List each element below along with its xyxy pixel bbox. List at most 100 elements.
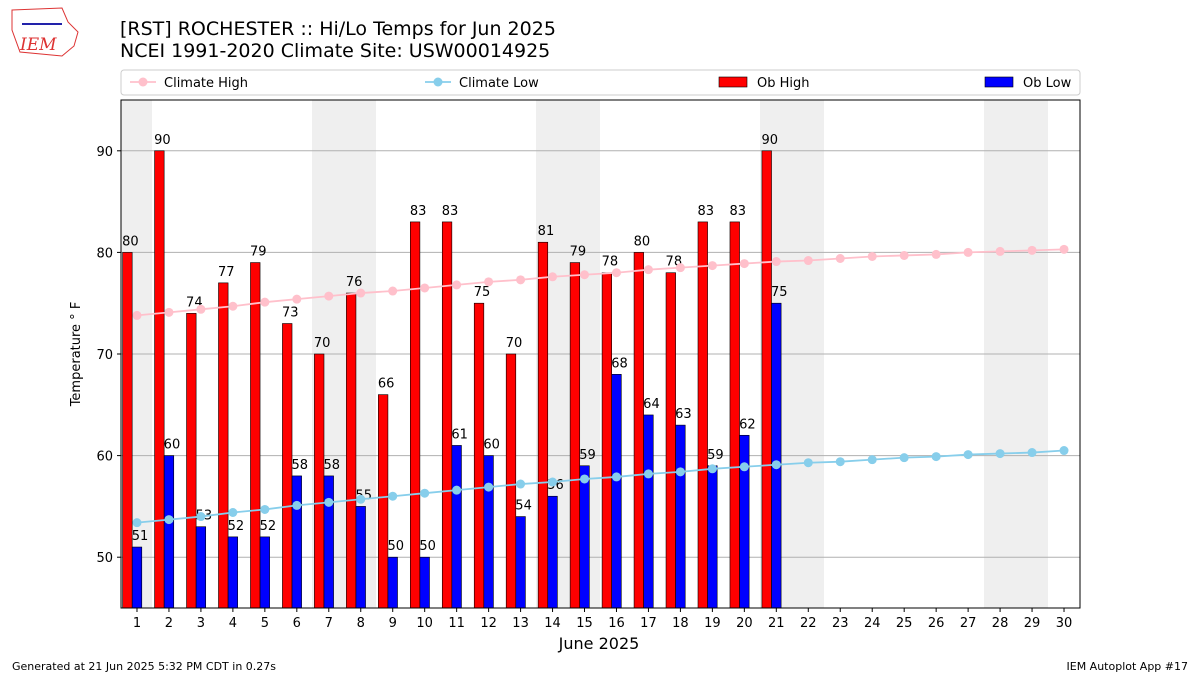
value-label: 70	[314, 336, 331, 351]
line-point	[739, 259, 749, 269]
value-label: 50	[387, 539, 404, 554]
chart-title: [RST] ROCHESTER :: Hi/Lo Temps for Jun 2…	[120, 18, 556, 40]
value-label: 54	[515, 499, 532, 514]
logo-text: IEM	[19, 35, 57, 55]
line-point	[931, 452, 941, 462]
x-tick-label: 21	[768, 616, 785, 631]
value-label: 63	[675, 407, 692, 422]
x-tick-label: 6	[293, 616, 301, 631]
line-point	[132, 310, 142, 320]
value-label: 78	[602, 255, 619, 270]
x-tick-label: 4	[229, 616, 237, 631]
x-tick-label: 14	[544, 616, 561, 631]
x-tick-label: 28	[992, 616, 1009, 631]
line-point	[164, 307, 174, 317]
bar	[195, 526, 207, 609]
line-point	[739, 462, 749, 472]
line-point	[611, 268, 621, 278]
line-point	[580, 474, 590, 484]
line-point	[835, 253, 845, 263]
bar	[729, 221, 740, 609]
legend-swatch	[433, 77, 443, 87]
legend-swatch	[984, 76, 1014, 88]
bar	[378, 394, 389, 609]
x-tick-label: 3	[197, 616, 205, 631]
bar	[697, 221, 708, 609]
x-tick-label: 25	[896, 616, 913, 631]
x-tick-label: 16	[608, 616, 625, 631]
bar	[291, 475, 302, 609]
line-point	[675, 467, 685, 477]
value-label: 75	[771, 285, 788, 300]
value-label: 62	[739, 417, 756, 432]
value-label: 83	[729, 204, 746, 219]
x-tick-label: 18	[672, 616, 689, 631]
line-point	[196, 512, 206, 522]
value-label: 79	[570, 245, 587, 260]
line-point	[899, 250, 909, 260]
bar	[387, 556, 398, 609]
bar	[675, 424, 686, 609]
line-point	[260, 504, 270, 514]
value-label: 76	[346, 275, 363, 290]
value-label: 70	[506, 336, 523, 351]
value-label: 60	[483, 438, 500, 453]
bar	[122, 252, 133, 609]
bar	[505, 353, 517, 609]
x-tick-label: 22	[800, 616, 817, 631]
line-point	[196, 304, 206, 314]
value-label: 73	[282, 306, 299, 321]
line-point	[228, 301, 238, 311]
line-point	[611, 472, 621, 482]
value-label: 83	[698, 204, 715, 219]
line-point	[1059, 446, 1069, 456]
value-label: 68	[611, 356, 628, 371]
line-point	[803, 458, 813, 468]
line-point	[452, 485, 462, 495]
footer-left: Generated at 21 Jun 2025 5:32 PM CDT in …	[12, 660, 276, 673]
bar	[483, 455, 494, 609]
line-point	[420, 488, 430, 498]
line-point	[995, 449, 1005, 459]
line-point	[452, 280, 462, 290]
line-point	[356, 288, 366, 298]
x-tick-label: 13	[512, 616, 529, 631]
bar	[643, 414, 654, 609]
x-tick-label: 7	[325, 616, 333, 631]
bar	[355, 506, 366, 609]
line-point	[484, 277, 494, 287]
line-point	[580, 270, 590, 280]
line-series	[136, 248, 1065, 317]
line-point	[388, 286, 398, 296]
line-point	[356, 494, 366, 504]
bar	[314, 353, 325, 609]
value-label: 75	[474, 285, 491, 300]
bar	[186, 313, 197, 609]
line-point	[867, 455, 877, 465]
x-tick-label: 11	[448, 616, 465, 631]
line-point	[643, 469, 653, 479]
line-point	[803, 256, 813, 266]
y-tick-label: 70	[96, 348, 113, 363]
legend-label: Ob High	[757, 76, 810, 91]
line-point	[771, 460, 781, 470]
value-label: 61	[451, 427, 468, 442]
bar	[473, 302, 485, 609]
value-label: 64	[643, 397, 660, 412]
bar	[569, 262, 581, 609]
bar	[441, 221, 453, 609]
line-point	[707, 464, 717, 474]
line-point	[995, 246, 1005, 256]
y-tick-label: 50	[96, 551, 113, 566]
line-point	[484, 482, 494, 492]
x-tick-label: 12	[480, 616, 497, 631]
x-tick-label: 26	[928, 616, 945, 631]
line-point	[228, 507, 238, 517]
bar	[537, 241, 549, 609]
bar	[707, 465, 718, 609]
bar	[601, 272, 612, 609]
line-point	[771, 257, 781, 267]
line-point	[835, 457, 845, 467]
bar	[739, 434, 750, 609]
